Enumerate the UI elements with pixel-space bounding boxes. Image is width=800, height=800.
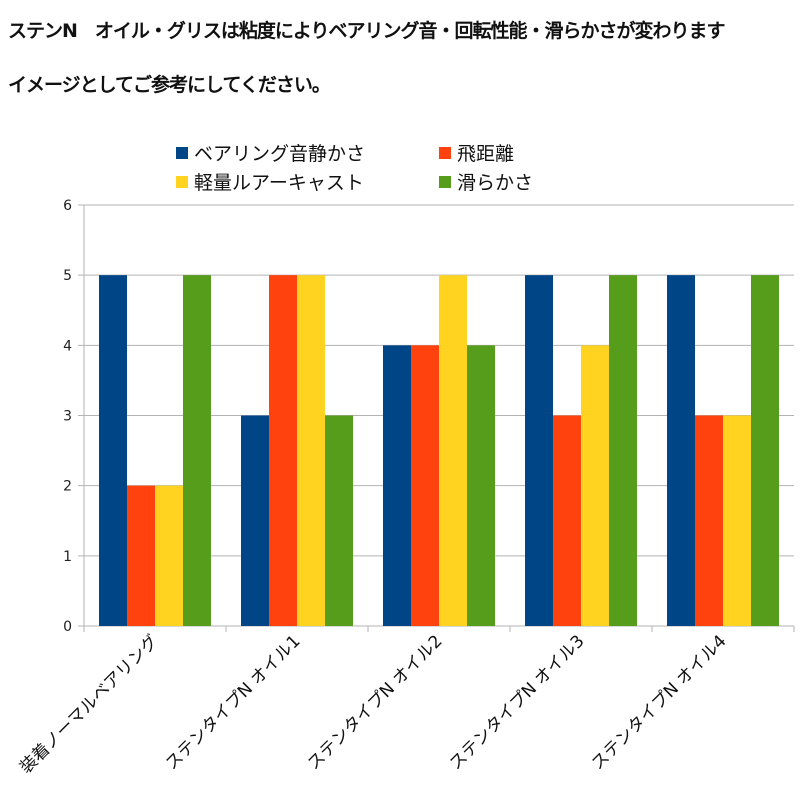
x-tick-label: ステンタイプN オイル1 [162, 631, 305, 774]
legend-swatch [439, 147, 451, 159]
heading-line-2: イメージとしてご参考にしてください。 [8, 74, 331, 96]
bar-2-1 [297, 275, 325, 626]
bar-1-4 [695, 415, 723, 626]
y-tick-label: 1 [63, 549, 72, 565]
bar-0-4 [667, 275, 695, 626]
legend-swatch [439, 176, 451, 188]
y-tick-label: 3 [63, 409, 72, 425]
heading-line-1: ステンN オイル・グリスは粘度によりベアリング音・回転性能・滑らかさが変わります [8, 20, 726, 42]
bar-3-1 [325, 415, 353, 626]
bar-2-4 [723, 415, 751, 626]
bar-2-0 [155, 485, 183, 626]
bar-2-3 [581, 345, 609, 626]
bar-1-3 [553, 415, 581, 626]
x-tick-label: ステンタイプN オイル2 [304, 631, 447, 774]
bar-1-2 [411, 345, 439, 626]
bar-1-0 [127, 485, 155, 626]
bar-1-1 [269, 275, 297, 626]
bar-3-0 [183, 275, 211, 626]
bar-2-2 [439, 275, 467, 626]
bar-0-1 [241, 415, 269, 626]
x-tick-label: ステンタイプN オイル4 [588, 631, 731, 774]
bar-3-2 [467, 345, 495, 626]
legend-swatch [176, 176, 188, 188]
x-tick-label: ステンタイプN オイル3 [446, 631, 589, 774]
bar-0-0 [99, 275, 127, 626]
y-tick-label: 2 [63, 479, 72, 495]
bar-3-4 [751, 275, 779, 626]
legend-label: 飛距離 [457, 143, 514, 165]
y-tick-label: 0 [63, 619, 72, 635]
bar-0-3 [525, 275, 553, 626]
legend-label: ベアリング音静かさ [194, 143, 365, 165]
y-tick-label: 6 [63, 198, 72, 214]
bar-0-2 [383, 345, 411, 626]
legend-swatch [176, 147, 188, 159]
y-tick-label: 5 [63, 268, 72, 284]
x-tick-label: 装着ノーマルベアリング [16, 631, 162, 777]
bar-3-3 [609, 275, 637, 626]
legend-label: 滑らかさ [457, 172, 533, 194]
y-tick-label: 4 [63, 338, 72, 354]
legend-label: 軽量ルアーキャスト [194, 172, 364, 194]
